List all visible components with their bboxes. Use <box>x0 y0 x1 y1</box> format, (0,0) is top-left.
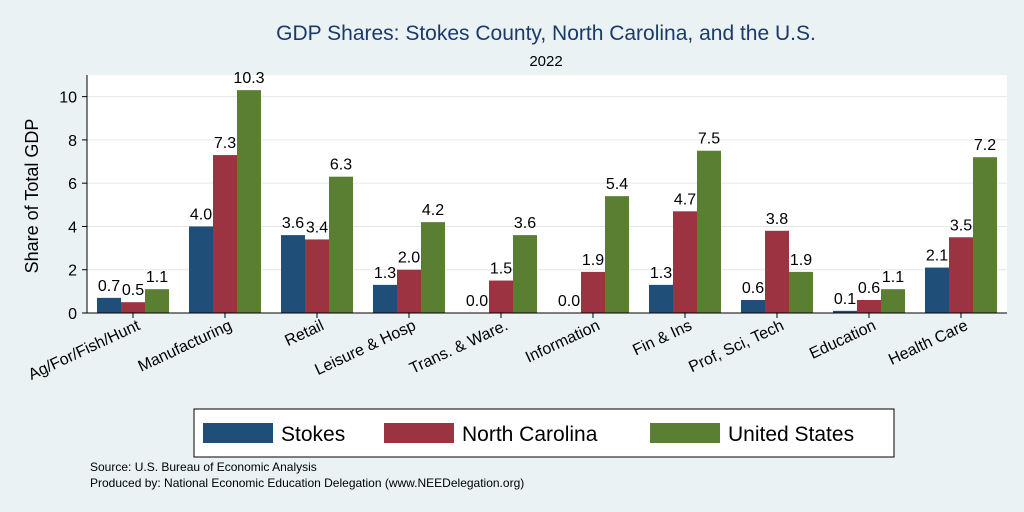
bar-north-carolina <box>673 211 697 313</box>
bar-united-states <box>697 150 721 313</box>
bar-stokes <box>373 284 397 313</box>
bar-north-carolina <box>305 239 329 313</box>
bar-north-carolina <box>857 300 881 313</box>
data-label: 0.5 <box>122 282 144 299</box>
y-tick-label: 4 <box>68 219 77 236</box>
source-note: Source: U.S. Bureau of Economic Analysis <box>90 460 317 474</box>
data-label: 5.4 <box>606 176 628 193</box>
data-label: 6.3 <box>330 157 352 174</box>
bar-united-states <box>145 289 169 313</box>
data-label: 3.5 <box>950 217 972 234</box>
data-label: 10.3 <box>233 70 264 87</box>
data-label: 2.0 <box>398 250 420 267</box>
data-label: 1.1 <box>882 269 904 286</box>
bar-united-states <box>513 235 537 313</box>
data-label: 4.0 <box>190 206 212 223</box>
data-label: 7.5 <box>698 131 720 148</box>
bar-north-carolina <box>121 302 145 313</box>
data-label: 0.0 <box>466 293 488 310</box>
bar-united-states <box>421 222 445 313</box>
bar-united-states <box>237 90 261 314</box>
produced-by-note: Produced by: National Economic Education… <box>90 476 524 490</box>
legend-swatch-stokes <box>203 423 273 443</box>
data-label: 1.3 <box>650 265 672 282</box>
chart-subtitle: 2022 <box>529 53 562 70</box>
bar-north-carolina <box>489 280 513 313</box>
data-label: 7.3 <box>214 135 236 152</box>
y-tick-label: 10 <box>59 90 77 107</box>
data-label: 3.6 <box>282 215 304 232</box>
data-label: 0.1 <box>834 291 856 308</box>
chart-title: GDP Shares: Stokes County, North Carolin… <box>276 22 816 45</box>
data-labels: 0.7 0.51.14.07.310.33.6 3.46.31.32.04.20.0… <box>98 70 996 310</box>
bar-united-states <box>973 157 997 313</box>
legend: Stokes North Carolina United States <box>193 408 895 458</box>
y-tick-label: 6 <box>68 176 77 193</box>
data-label: 2.1 <box>926 248 948 265</box>
data-label: 0.7 <box>98 278 120 295</box>
data-label: 0.6 <box>858 280 880 297</box>
data-label: 3.8 <box>766 211 788 228</box>
bar-north-carolina <box>949 237 973 313</box>
bars <box>97 90 997 314</box>
data-label: 1.5 <box>490 261 512 278</box>
data-label: 7.2 <box>974 137 996 154</box>
legend-label: North Carolina <box>462 423 598 446</box>
legend-swatch-united-states <box>650 423 720 443</box>
bar-north-carolina <box>397 269 421 313</box>
bar-united-states <box>789 271 813 313</box>
bar-stokes <box>741 300 765 313</box>
bar-north-carolina <box>581 271 605 313</box>
data-label: 3.6 <box>514 215 536 232</box>
bar-stokes <box>97 297 121 313</box>
y-axis-label: Share of Total GDP <box>22 119 42 274</box>
data-label: 1.9 <box>790 252 812 269</box>
bar-stokes <box>189 226 213 313</box>
y-tick-label: 0 <box>68 306 77 323</box>
data-label: 1.1 <box>146 269 168 286</box>
bar-stokes <box>925 267 949 313</box>
bar-north-carolina <box>213 155 237 313</box>
bar-stokes <box>649 284 673 313</box>
bar-united-states <box>605 196 629 313</box>
y-tick-label: 8 <box>68 133 77 150</box>
bar-stokes <box>833 310 857 313</box>
data-label: 4.7 <box>674 191 696 208</box>
data-label: 1.3 <box>374 265 396 282</box>
bar-united-states <box>881 289 905 313</box>
data-label: 4.2 <box>422 202 444 219</box>
legend-label: Stokes <box>281 423 345 446</box>
bar-united-states <box>329 176 353 313</box>
bar-north-carolina <box>765 230 789 313</box>
legend-swatch-north-carolina <box>384 423 454 443</box>
legend-box <box>193 408 895 458</box>
legend-label: United States <box>728 423 854 446</box>
data-label: 1.9 <box>582 252 604 269</box>
y-tick-label: 2 <box>68 263 77 280</box>
data-label: 0.0 <box>558 293 580 310</box>
bar-stokes <box>281 235 305 313</box>
data-label: 0.6 <box>742 280 764 297</box>
data-label: 3.4 <box>306 219 328 236</box>
